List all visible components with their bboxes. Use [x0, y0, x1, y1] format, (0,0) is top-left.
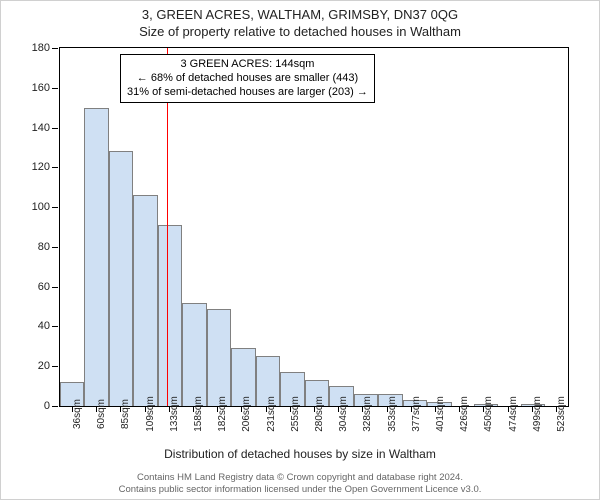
x-tick-label: 353sqm	[387, 396, 398, 432]
y-tick-label: 120	[32, 161, 50, 173]
y-tick-label: 140	[32, 122, 50, 134]
x-tick-label: 280sqm	[314, 396, 325, 432]
annotation-line: 31% of semi-detached houses are larger (…	[127, 86, 368, 100]
y-tick-label: 100	[32, 201, 50, 213]
page-title-address: 3, GREEN ACRES, WALTHAM, GRIMSBY, DN37 0…	[1, 7, 599, 22]
y-tick-label: 180	[32, 42, 50, 54]
x-tick-label: 304sqm	[338, 396, 349, 432]
annotation-box: 3 GREEN ACRES: 144sqm ← 68% of detached …	[120, 54, 375, 103]
x-tick-label: 328sqm	[362, 396, 373, 432]
y-tick-label: 160	[32, 82, 50, 94]
x-axis-label: Distribution of detached houses by size …	[1, 447, 599, 461]
x-tick-label: 377sqm	[411, 396, 422, 432]
histogram-bar	[182, 303, 206, 406]
x-tick-label: 158sqm	[193, 396, 204, 432]
histogram-chart: 3 GREEN ACRES: 144sqm ← 68% of detached …	[59, 47, 569, 407]
x-tick-label: 36sqm	[72, 399, 83, 429]
footer-line: Contains public sector information licen…	[1, 484, 599, 495]
y-tick-label: 80	[38, 241, 50, 253]
y-tick-label: 60	[38, 281, 50, 293]
y-tick-label: 0	[44, 400, 50, 412]
x-tick-label: 206sqm	[241, 396, 252, 432]
annotation-line: 3 GREEN ACRES: 144sqm	[127, 58, 368, 72]
page-title-subtitle: Size of property relative to detached ho…	[1, 24, 599, 39]
histogram-bar	[133, 195, 157, 406]
histogram-bar	[109, 151, 133, 406]
x-tick-label: 85sqm	[120, 399, 131, 429]
x-tick-label: 255sqm	[290, 396, 301, 432]
x-tick-label: 474sqm	[508, 396, 519, 432]
x-tick-label: 499sqm	[532, 396, 543, 432]
y-tick-label: 40	[38, 320, 50, 332]
footer-line: Contains HM Land Registry data © Crown c…	[1, 472, 599, 483]
x-tick-label: 231sqm	[266, 396, 277, 432]
x-tick-label: 426sqm	[459, 396, 470, 432]
histogram-bar	[207, 309, 231, 406]
x-tick-label: 523sqm	[556, 396, 567, 432]
annotation-line: ← 68% of detached houses are smaller (44…	[127, 72, 368, 86]
histogram-bar	[158, 225, 182, 406]
x-tick-label: 401sqm	[435, 396, 446, 432]
x-tick-label: 182sqm	[217, 396, 228, 432]
y-tick-label: 20	[38, 360, 50, 372]
x-tick-label: 133sqm	[169, 396, 180, 432]
x-tick-label: 60sqm	[96, 399, 107, 429]
x-tick-label: 109sqm	[145, 396, 156, 432]
histogram-bar	[84, 108, 108, 406]
footer-attribution: Contains HM Land Registry data © Crown c…	[1, 472, 599, 495]
x-tick-label: 450sqm	[483, 396, 494, 432]
